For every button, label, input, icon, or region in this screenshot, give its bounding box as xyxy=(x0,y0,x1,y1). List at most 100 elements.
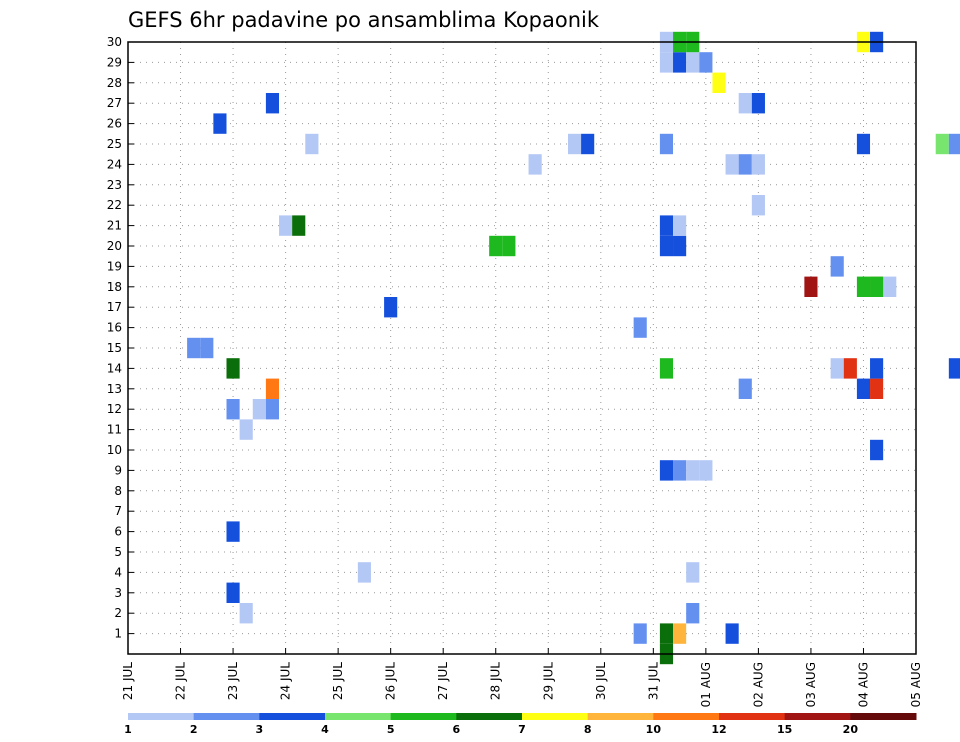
precip-cell xyxy=(633,623,647,644)
precip-cell xyxy=(673,623,687,644)
precip-cell xyxy=(659,460,674,481)
y-tick-label: 20 xyxy=(107,239,122,253)
precip-cell xyxy=(725,154,739,175)
precip-cell xyxy=(843,358,857,379)
x-tick-label: 31 JUL xyxy=(646,662,660,700)
precip-cell xyxy=(673,235,687,257)
x-tick-label: 21 JUL xyxy=(121,662,135,700)
precip-cell xyxy=(226,399,240,420)
precip-cell xyxy=(738,93,752,114)
y-tick-label: 19 xyxy=(107,259,122,273)
precip-cell xyxy=(738,154,752,175)
colorbar-label: 3 xyxy=(256,723,264,736)
colorbar-label: 15 xyxy=(777,723,792,736)
precip-cell xyxy=(673,52,687,73)
x-axis: 21 JUL 22 JUL 23 JUL 24 JUL 25 JUL 26 JUL 27 J… xyxy=(121,648,923,707)
precip-cell xyxy=(751,195,765,216)
x-tick-label: 27 JUL xyxy=(436,662,450,700)
precip-cell xyxy=(948,133,960,155)
y-tick-label: 24 xyxy=(107,157,122,171)
colorbar-label: 2 xyxy=(190,723,198,736)
precip-cell xyxy=(686,460,700,481)
x-tick-label: 02 AUG xyxy=(751,662,765,707)
precip-cell xyxy=(279,215,293,236)
precip-cell xyxy=(856,378,871,399)
precip-cell xyxy=(187,337,201,359)
precip-cell xyxy=(870,439,884,461)
y-tick-label: 10 xyxy=(107,443,122,457)
precip-cell xyxy=(738,378,752,399)
x-tick-label: 04 AUG xyxy=(856,662,870,707)
precip-cell xyxy=(265,378,280,399)
y-tick-label: 23 xyxy=(107,178,122,192)
colorbar-label: 10 xyxy=(646,723,662,736)
y-tick-label: 21 xyxy=(107,219,122,233)
precip-cell xyxy=(659,133,674,155)
colorbar-label: 5 xyxy=(387,723,395,736)
colorbar-segment xyxy=(850,713,917,720)
precip-cell xyxy=(200,337,214,359)
precip-cell xyxy=(935,133,949,155)
grid xyxy=(128,41,916,654)
precip-cell xyxy=(699,52,713,73)
colorbar-segment xyxy=(653,713,720,720)
precip-cell xyxy=(659,235,674,257)
colorbar-label: 1 xyxy=(124,723,132,736)
precip-cell xyxy=(489,235,503,257)
precip-cell xyxy=(725,623,739,644)
precip-cell xyxy=(686,52,700,73)
colorbar-label: 7 xyxy=(518,723,526,736)
y-tick-label: 22 xyxy=(107,198,122,212)
precip-cell xyxy=(226,521,240,542)
precip-cell xyxy=(659,623,674,644)
precip-cell xyxy=(502,235,516,257)
precip-cell xyxy=(830,256,844,277)
x-tick-label: 29 JUL xyxy=(541,662,555,700)
y-tick-label: 12 xyxy=(107,402,122,416)
colorbar-label: 12 xyxy=(711,723,726,736)
x-tick-label: 26 JUL xyxy=(384,662,398,700)
precip-cells xyxy=(187,31,960,665)
y-tick-label: 7 xyxy=(114,504,122,518)
y-tick-label: 4 xyxy=(114,565,122,579)
y-tick-label: 9 xyxy=(114,463,122,477)
precip-cell xyxy=(213,113,227,134)
x-tick-label: 01 AUG xyxy=(699,662,713,707)
precip-cell xyxy=(673,460,687,481)
colorbar-segment xyxy=(325,713,392,720)
x-tick-label: 28 JUL xyxy=(489,662,503,700)
precip-cell xyxy=(292,215,306,236)
precip-cell xyxy=(712,72,726,93)
y-tick-label: 5 xyxy=(114,545,122,559)
precip-cell xyxy=(883,276,897,297)
y-tick-label: 28 xyxy=(107,76,122,90)
y-tick-label: 8 xyxy=(114,484,122,498)
x-tick-label: 03 AUG xyxy=(804,662,818,707)
precip-cell xyxy=(673,215,687,236)
precip-cell xyxy=(581,133,595,155)
y-tick-label: 27 xyxy=(107,96,122,110)
y-tick-label: 3 xyxy=(114,586,122,600)
precip-cell xyxy=(659,215,674,236)
precip-cell xyxy=(699,460,713,481)
colorbar-segment xyxy=(456,713,523,720)
x-tick-label: 23 JUL xyxy=(226,662,240,700)
colorbar-segment xyxy=(390,713,457,720)
y-tick-label: 25 xyxy=(107,137,122,151)
chart-title: GEFS 6hr padavine po ansamblima Kopaonik xyxy=(128,8,600,32)
colorbar-segment xyxy=(719,713,786,720)
x-tick-label: 24 JUL xyxy=(279,662,293,700)
colorbar-label: 8 xyxy=(584,723,592,736)
precip-cell xyxy=(751,154,765,175)
colorbar-segment xyxy=(784,713,851,720)
y-tick-label: 14 xyxy=(107,361,122,375)
plot-frame xyxy=(127,41,917,655)
x-tick-label: 22 JUL xyxy=(174,662,188,700)
precip-cell xyxy=(239,419,253,440)
colorbar-label: 4 xyxy=(321,723,329,736)
precip-cell xyxy=(856,133,871,155)
colorbar-segment xyxy=(259,713,326,720)
y-axis: 1234567891011121314151617181920212223242… xyxy=(107,35,134,641)
colorbar-segment xyxy=(587,713,654,720)
